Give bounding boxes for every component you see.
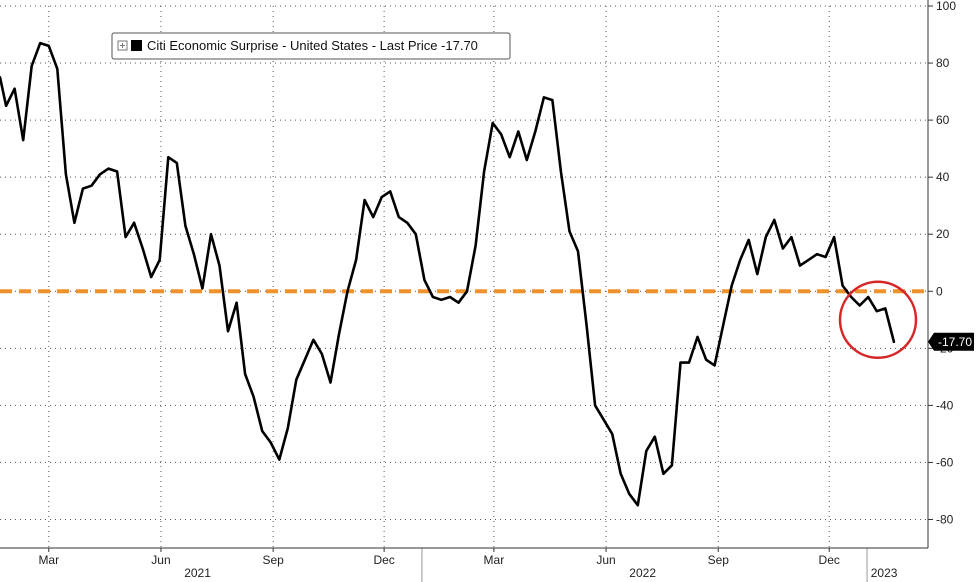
legend: Citi Economic Surprise - United States -…	[111, 32, 511, 60]
last-price-label: -17.70	[938, 335, 972, 349]
y-tick-label: 40	[936, 170, 950, 184]
last-price-box	[928, 332, 974, 351]
legend-box	[111, 32, 511, 60]
x-tick-labels: Mar Jun Sep Dec Mar Jun Sep Dec 2021 2022 2023	[38, 553, 897, 580]
y-tick-label: 100	[936, 0, 956, 13]
series-group	[0, 41, 896, 507]
x-year-label: 2021	[184, 566, 211, 580]
y-tick-label: 60	[936, 113, 950, 127]
highlight-circle	[838, 280, 918, 360]
x-year-label: 2023	[871, 566, 898, 580]
x-year-label: 2022	[629, 566, 656, 580]
legend-label: Citi Economic Surprise - United States -…	[147, 38, 478, 53]
x-month-label: Dec	[819, 553, 840, 567]
x-month-label: Jun	[596, 553, 615, 567]
last-price-marker: -17.70	[928, 332, 974, 351]
y-tick-label: -60	[936, 455, 954, 469]
series-line	[0, 41, 896, 507]
y-tick-label: -80	[936, 512, 954, 526]
x-month-label: Mar	[484, 553, 505, 567]
highlight-group	[838, 280, 918, 360]
x-month-label: Sep	[262, 553, 284, 567]
x-month-label: Sep	[708, 553, 730, 567]
x-month-label: Mar	[38, 553, 59, 567]
y-tick-label: -40	[936, 398, 954, 412]
legend-swatch	[131, 40, 142, 51]
y-tick-label: 20	[936, 227, 950, 241]
x-month-label: Dec	[373, 553, 394, 567]
x-month-label: Jun	[151, 553, 170, 567]
y-tick-label: 0	[936, 284, 943, 298]
y-tick-label: 80	[936, 56, 950, 70]
gridlines	[0, 5, 928, 548]
axes	[0, 0, 933, 582]
